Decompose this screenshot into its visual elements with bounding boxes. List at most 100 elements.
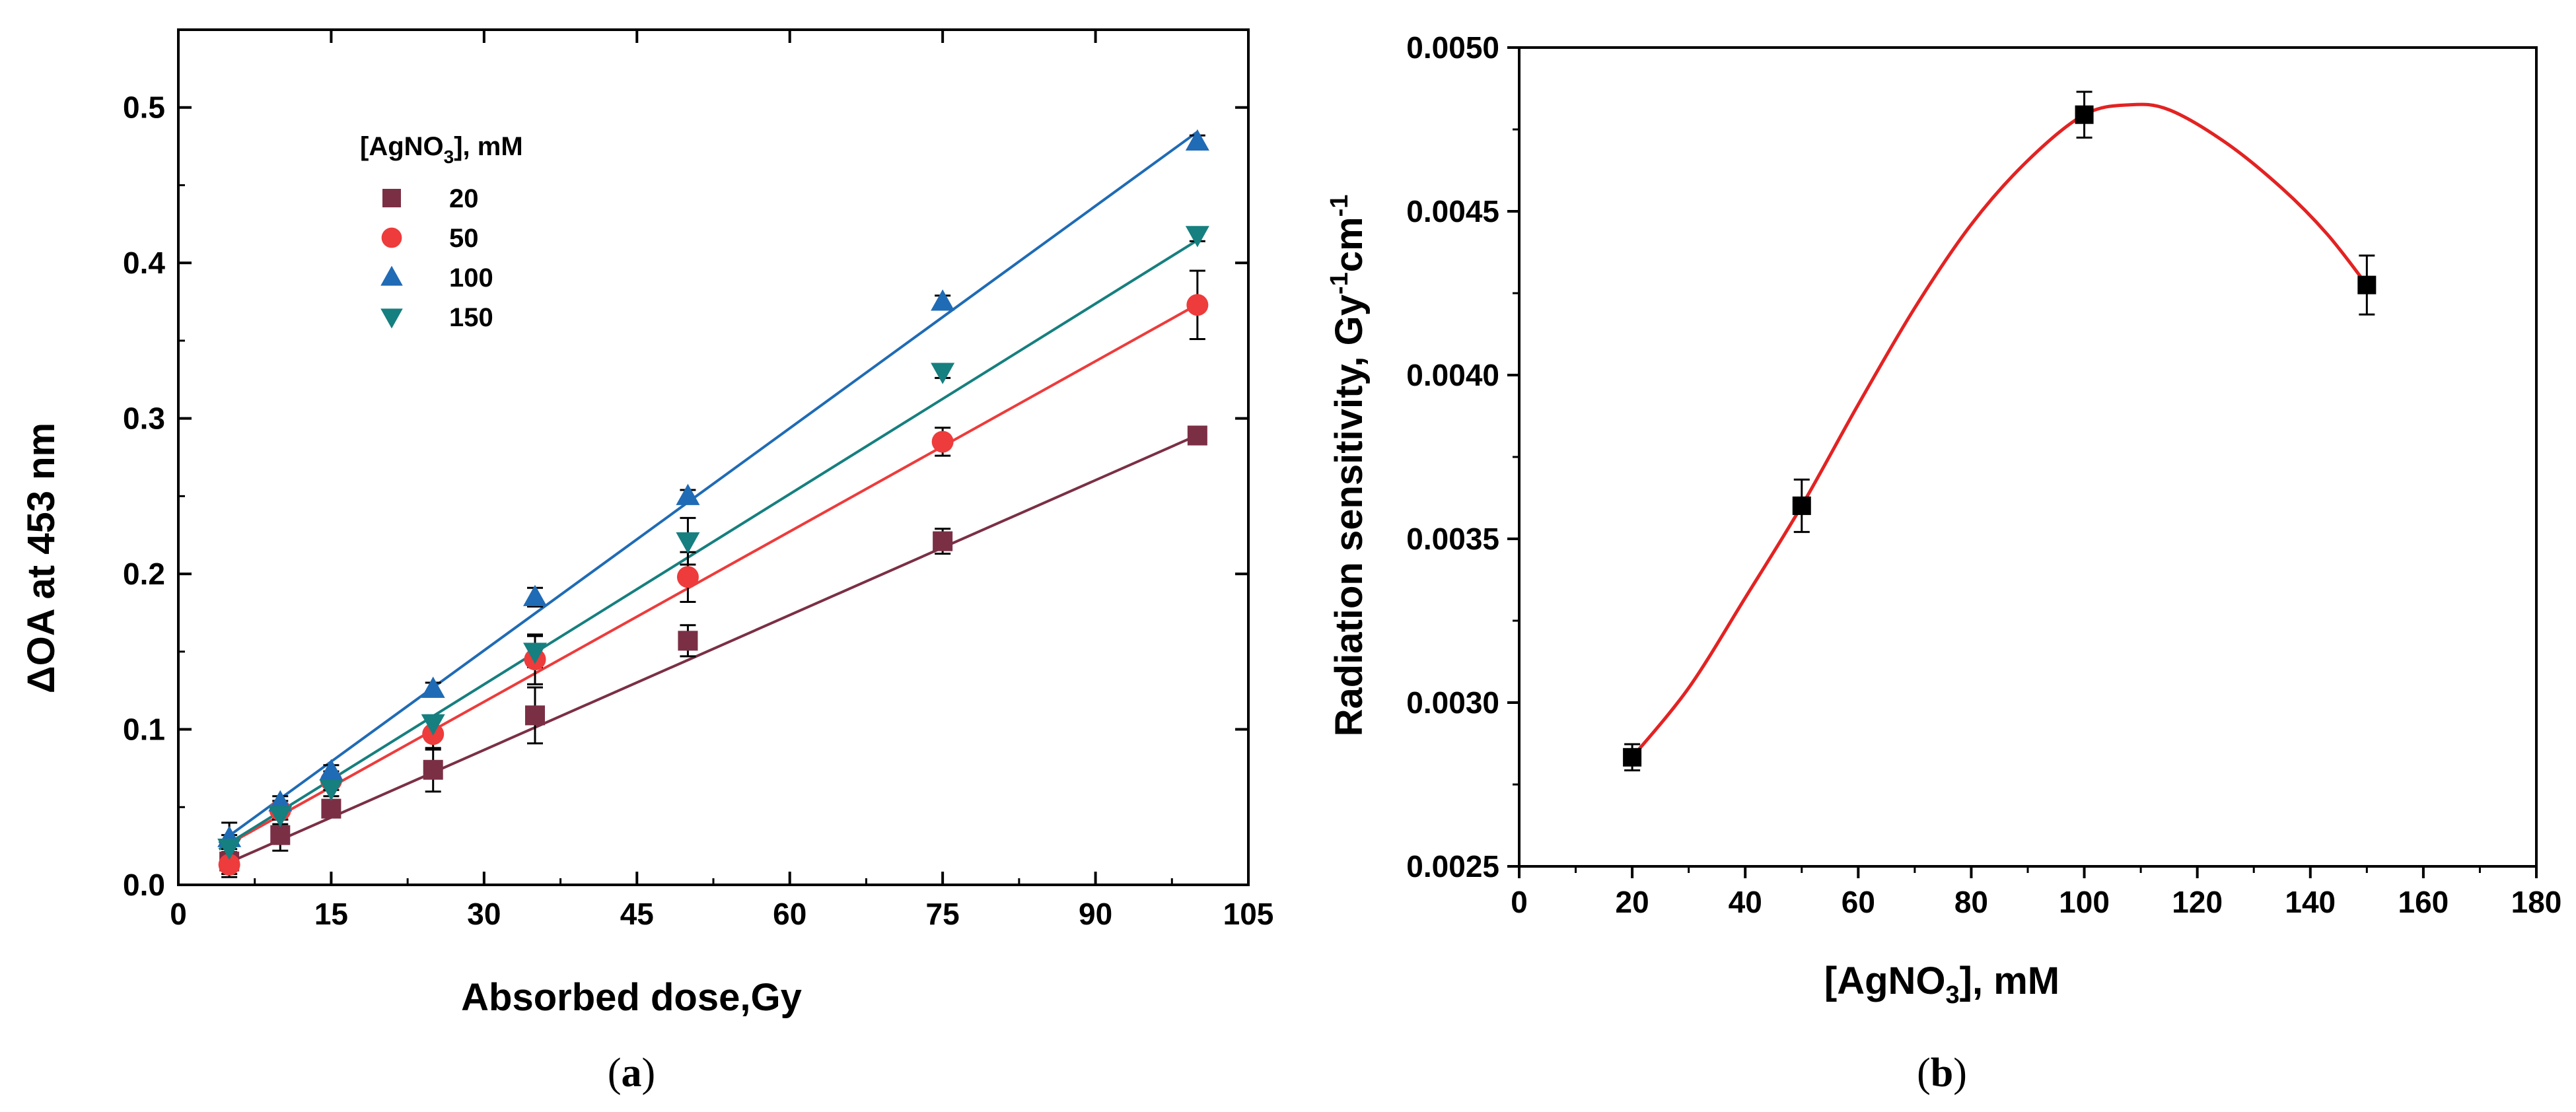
panel-a-x-tick-label: 30 [467, 897, 501, 931]
panel-b-x-tick-label: 40 [1729, 885, 1762, 919]
data-point-100 [523, 584, 547, 606]
panel-b-y-tick-label: 0.0035 [1406, 522, 1499, 556]
panel-a-fit-lines [218, 131, 1199, 868]
data-point-50 [218, 853, 240, 876]
data-point-20 [678, 631, 698, 651]
panel-a-caption: (a) [608, 1051, 655, 1095]
panel-b-data-point [1792, 496, 1811, 515]
panel-b-y-label-cm: cm [1328, 217, 1371, 272]
panel-a-ticks: 0 15 30 45 60 75 90 105 0.0 0.1 0.2 0.3 0.4 0.5 [123, 28, 1274, 931]
fit-line-20 [218, 434, 1198, 868]
panel-b-x-tick-label: 0 [1511, 885, 1528, 919]
data-point-150 [319, 779, 343, 801]
panel-b-x-tick-label: 180 [2511, 885, 2562, 919]
data-point-50 [931, 431, 954, 453]
panel-b-y-tick-label: 0.0025 [1406, 849, 1499, 884]
legend-label-100: 100 [449, 263, 493, 293]
panel-b-x-label-main: [AgNO [1824, 959, 1946, 1002]
panel-b-x-tick-label: 160 [2398, 885, 2449, 919]
panel-b-error-bars [1624, 90, 2375, 772]
panel-a-y-axis-label: ΔOA at 453 nm [20, 423, 63, 693]
panel-b-x-tick-label: 20 [1616, 885, 1649, 919]
legend-label-50: 50 [449, 224, 479, 253]
legend-label-20: 20 [449, 184, 479, 213]
panel-a-legend-title-tail: ], mM [454, 132, 522, 161]
panel-b-data-point [2075, 105, 2094, 124]
panel-b-y-label-sup1: -1 [1326, 272, 1353, 295]
panel-a-x-tick-label: 15 [314, 897, 348, 931]
panel-a-x-tick-label: 90 [1079, 897, 1112, 931]
panel-b-x-tick-label: 80 [1954, 885, 1988, 919]
fit-line-100 [218, 131, 1199, 845]
panel-b-caption: (b) [1917, 1051, 1967, 1095]
panel-b-x-axis-label: [AgNO3], mM [1824, 959, 2059, 1009]
panel-a-y-tick-label: 0.3 [123, 401, 165, 436]
panel-b-x-tick-label: 60 [1842, 885, 1875, 919]
panel-b-x-tick-label: 140 [2285, 885, 2336, 919]
panel-a-y-tick-label: 0.1 [123, 712, 165, 747]
data-point-150 [268, 806, 293, 827]
data-point-20 [933, 531, 953, 551]
panel-a-y-tick-label: 0.2 [123, 557, 165, 591]
data-point-20 [423, 759, 443, 780]
panel-b-y-label-sup2: -1 [1326, 195, 1353, 217]
data-point-100 [1185, 129, 1209, 151]
legend-marker-50 [381, 227, 402, 248]
panel-a-x-tick-label: 60 [773, 897, 806, 931]
panel-b-x-tick-label: 120 [2172, 885, 2223, 919]
panel-a-y-tick-label: 0.5 [123, 90, 165, 125]
fit-line-50 [218, 303, 1198, 851]
panel-a-x-tick-label: 45 [620, 897, 654, 931]
data-point-150 [421, 714, 445, 736]
data-point-100 [931, 289, 955, 311]
panel-b-y-axis-label: Radiation sensitivity, Gy-1cm-1 [1326, 195, 1371, 737]
data-point-20 [525, 705, 545, 726]
fit-line-150 [218, 239, 1198, 851]
panel-a: 0 15 30 45 60 75 90 105 0.0 0.1 0.2 0.3 0.4 0.5 Absor… [20, 28, 1274, 1095]
data-point-100 [676, 483, 700, 505]
panel-b-x-label-sub: 3 [1946, 981, 1960, 1009]
panel-b-markers [1623, 105, 2377, 767]
data-point-20 [1187, 425, 1207, 446]
panel-b-y-tick-label: 0.0045 [1406, 194, 1499, 228]
panel-b-caption-letter: b [1931, 1051, 1953, 1095]
panel-a-y-tick-label: 0.0 [123, 868, 165, 902]
panel-b-ticks: 0 20 40 60 80 100 120 140 160 180 0.0025 0.0030 0.00… [1406, 30, 2561, 919]
panel-a-legend: [AgNO3], mM 20 50 100 150 [360, 132, 523, 332]
panel-b-y-tick-label: 0.0030 [1406, 685, 1499, 720]
data-point-50 [676, 566, 699, 588]
panel-a-markers [217, 129, 1209, 876]
panel-a-y-tick-label: 0.4 [123, 246, 165, 280]
panel-a-legend-title-main: [AgNO [360, 132, 444, 161]
legend-marker-150 [380, 308, 403, 329]
panel-b-y-label-main: Radiation sensitivity, Gy [1328, 295, 1371, 736]
panel-a-frame [177, 28, 1250, 886]
data-point-20 [321, 798, 341, 819]
panel-a-x-axis-label: Absorbed dose,Gy [461, 976, 802, 1019]
data-point-150 [523, 643, 547, 664]
panel-b-data-point [1623, 747, 1642, 767]
panel-b-fit-curve [1631, 102, 2369, 759]
panel-b-y-tick-label: 0.0050 [1406, 30, 1499, 65]
panel-a-x-tick-label: 105 [1223, 897, 1274, 931]
data-point-150 [676, 532, 700, 554]
panel-b: 0 20 40 60 80 100 120 140 160 180 0.0025 0.0030 0.00… [1326, 30, 2561, 1095]
panel-b-data-point [2357, 275, 2377, 295]
panel-b-y-tick-label: 0.0040 [1406, 358, 1499, 392]
data-point-100 [421, 676, 445, 698]
panel-a-x-tick-label: 0 [170, 897, 187, 931]
panel-b-x-label-tail: ], mM [1960, 959, 2059, 1002]
panel-a-caption-letter: a [622, 1051, 642, 1095]
panel-a-legend-title: [AgNO3], mM [360, 132, 523, 167]
data-point-50 [1186, 294, 1209, 316]
data-point-100 [319, 759, 343, 781]
data-point-150 [217, 838, 242, 860]
panel-b-x-tick-label: 100 [2059, 885, 2110, 919]
panel-a-x-tick-label: 75 [926, 897, 960, 931]
panel-a-legend-title-sub: 3 [444, 147, 454, 167]
legend-marker-100 [380, 265, 403, 286]
legend-label-150: 150 [449, 303, 493, 332]
data-point-20 [270, 825, 291, 845]
panel-b-frame [1518, 46, 2538, 868]
